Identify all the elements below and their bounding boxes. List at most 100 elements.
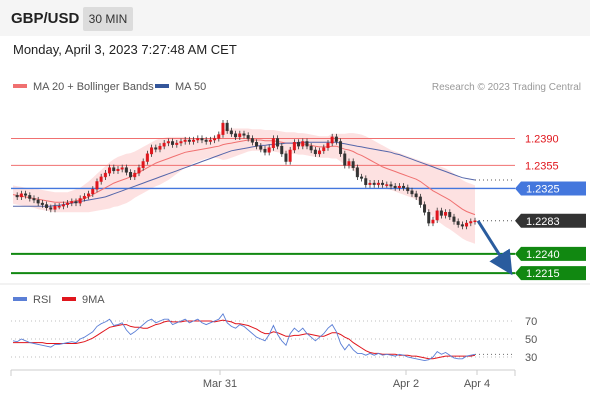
rsi-ma-line xyxy=(13,319,476,360)
candle-up xyxy=(103,172,107,178)
candle-up xyxy=(376,182,380,185)
candle-up xyxy=(66,202,70,205)
candle-up xyxy=(444,212,448,216)
candle-down xyxy=(124,167,128,173)
price-tag-support xyxy=(515,266,586,281)
time-axis-label: Apr 2 xyxy=(393,378,419,390)
candle-up xyxy=(326,142,330,148)
candle-up xyxy=(318,150,322,155)
rsi-line xyxy=(12,312,476,362)
candle-down xyxy=(129,172,133,178)
candle-up xyxy=(179,141,183,144)
candle-down xyxy=(225,122,229,132)
resistance-label: 1.2390 xyxy=(525,133,559,145)
candle-up xyxy=(221,122,225,135)
candle-down xyxy=(284,153,288,162)
candle-down xyxy=(456,221,460,225)
candle-down xyxy=(339,141,343,155)
candle-down xyxy=(280,145,284,155)
candle-down xyxy=(276,138,280,147)
candle-down xyxy=(45,204,49,208)
candle-down xyxy=(49,207,53,210)
time-axis: Mar 31 Apr 2 Apr 4 xyxy=(10,370,516,390)
price-tag-label: 1.2240 xyxy=(526,249,560,261)
candle-down xyxy=(389,184,393,187)
candle-up xyxy=(397,185,401,188)
candle-up xyxy=(87,193,91,197)
candle-up xyxy=(158,145,162,150)
candle-down xyxy=(343,153,347,166)
rsi-level-label: 50 xyxy=(525,334,537,346)
candle-up xyxy=(145,153,149,162)
rsi-ma-legend-swatch xyxy=(62,297,76,301)
bollinger-band-area xyxy=(13,128,475,244)
candle-up xyxy=(175,142,179,145)
candle-down xyxy=(313,149,317,155)
candle-down xyxy=(381,182,385,185)
rsi-legend-swatch xyxy=(13,297,27,301)
candle-down xyxy=(15,195,19,198)
candle-up xyxy=(322,147,326,152)
candle-up xyxy=(91,188,95,195)
candle-down xyxy=(28,195,32,199)
timeframe-button[interactable]: 30 MIN xyxy=(83,7,133,31)
candle-up xyxy=(208,139,212,142)
candle-down xyxy=(460,224,464,227)
candle-up xyxy=(347,161,351,166)
candle-down xyxy=(418,196,422,205)
candle-down xyxy=(355,167,359,178)
ma50-line xyxy=(13,141,476,207)
header-bar: GBP/USD 30 MIN xyxy=(0,0,590,36)
candle-up xyxy=(116,168,120,171)
candle-up xyxy=(238,133,242,138)
candle-up xyxy=(70,201,74,204)
candle-up xyxy=(385,184,389,186)
candle-down xyxy=(263,148,267,153)
candle-down xyxy=(406,187,410,192)
candle-up xyxy=(120,167,124,170)
candle-up xyxy=(213,138,217,141)
candle-up xyxy=(82,195,86,199)
candle-down xyxy=(452,216,456,222)
candle-down xyxy=(32,198,36,201)
ma50-legend-swatch xyxy=(155,84,169,88)
price-tag-label: 1.2215 xyxy=(526,268,560,280)
candle-up xyxy=(137,167,141,174)
rsi-level-label: 30 xyxy=(525,352,537,364)
price-tag-pivot xyxy=(515,181,586,196)
candle-down xyxy=(364,178,368,185)
candle-down xyxy=(351,161,355,168)
candle-up xyxy=(465,222,469,227)
candle-down xyxy=(112,167,116,172)
rsi-level-label: 70 xyxy=(525,316,537,328)
candle-down xyxy=(334,136,338,142)
candle-down xyxy=(250,138,254,143)
candle-up xyxy=(217,134,221,139)
candle-down xyxy=(24,193,28,196)
candle-down xyxy=(242,133,246,136)
ma50-legend-label: MA 50 xyxy=(175,81,206,93)
copyright-note: Research © 2023 Trading Central xyxy=(432,82,581,93)
candle-down xyxy=(246,135,250,139)
candle-up xyxy=(57,205,61,208)
candle-down xyxy=(410,190,414,195)
candle-down xyxy=(393,185,397,188)
candle-up xyxy=(141,161,145,168)
candle-up xyxy=(108,167,112,174)
price-tag-label: 1.2325 xyxy=(526,183,560,195)
candle-down xyxy=(74,201,78,204)
candle-up xyxy=(133,172,137,178)
candle-up xyxy=(150,147,154,155)
resistance-label: 1.2355 xyxy=(525,160,559,172)
candle-down xyxy=(40,202,44,205)
candle-down xyxy=(305,141,309,147)
candle-down xyxy=(255,142,259,147)
candle-down xyxy=(297,142,301,147)
candle-up xyxy=(192,139,196,142)
candle-down xyxy=(427,212,431,224)
rsi-legend-label: RSI xyxy=(33,294,51,306)
candle-up xyxy=(53,205,57,210)
candle-up xyxy=(95,181,99,190)
candle-down xyxy=(414,193,418,198)
